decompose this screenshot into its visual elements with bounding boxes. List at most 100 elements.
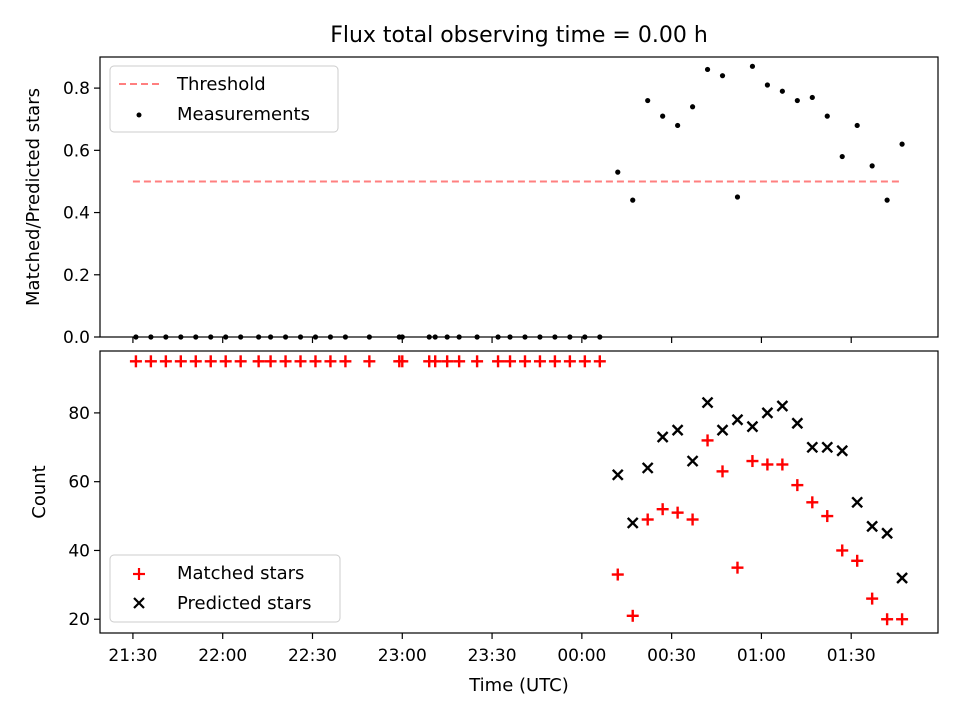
- predicted-star-point: [761, 407, 774, 419]
- matched-star-point: [656, 503, 669, 516]
- chart-title: Flux total observing time = 0.00 h: [330, 23, 708, 48]
- predicted-star-point: [821, 441, 834, 454]
- legend-predicted-swatch: [133, 597, 145, 609]
- y-tick-label: 0.6: [63, 141, 90, 161]
- predicted-star-point: [641, 462, 654, 474]
- predicted-star-point: [611, 468, 624, 481]
- matched-star-point: [396, 355, 409, 368]
- matched-star-point: [866, 592, 879, 605]
- matched-star-point: [204, 355, 217, 368]
- bottom-legend: Matched stars Predicted stars: [109, 554, 341, 623]
- matched-star-point: [731, 561, 744, 574]
- matched-star-point: [471, 355, 484, 368]
- matched-star-point: [504, 355, 517, 368]
- measurement-point: [824, 113, 830, 119]
- matched-star-point: [593, 355, 606, 368]
- top-axes-frame: [99, 56, 939, 338]
- matched-star-point: [548, 355, 561, 368]
- x-tick-label: 22:30: [288, 646, 337, 666]
- matched-star-point: [492, 355, 505, 368]
- measurement-point: [645, 97, 651, 104]
- y-tick-label: 60: [68, 473, 90, 493]
- measurement-point: [615, 169, 621, 175]
- x-tick-label: 00:30: [647, 646, 696, 666]
- predicted-star-point: [731, 413, 744, 426]
- matched-star-point: [324, 355, 337, 368]
- y-tick-label: 80: [68, 404, 90, 424]
- matched-star-point: [144, 355, 157, 368]
- top-y-axis-label: Matched/Predicted stars: [23, 88, 44, 306]
- measurement-point: [779, 88, 785, 94]
- x-tick-label: 23:00: [378, 646, 427, 666]
- matched-star-point: [821, 510, 834, 523]
- predicted-star-point: [701, 396, 714, 409]
- measurement-point: [719, 73, 726, 79]
- measurement-point: [794, 97, 800, 104]
- measurement-point: [749, 63, 756, 69]
- measurement-point: [704, 66, 711, 73]
- matched-star-point: [279, 355, 292, 368]
- x-tick-label: 01:30: [827, 646, 876, 666]
- legend-matched-swatch: [133, 568, 145, 580]
- predicted-star-point: [716, 424, 729, 436]
- matched-star-point: [671, 506, 684, 519]
- y-tick-label: 40: [68, 541, 90, 561]
- matched-star-point: [563, 355, 576, 368]
- y-tick-label: 0.0: [63, 328, 90, 348]
- matched-star-point: [518, 355, 531, 368]
- measurement-point: [630, 197, 636, 203]
- matched-star-point: [453, 355, 466, 368]
- y-tick-label: 0.8: [63, 79, 90, 99]
- legend-predicted-label: Predicted stars: [177, 593, 311, 614]
- predicted-star-point: [686, 455, 699, 467]
- matched-star-point: [686, 513, 699, 526]
- legend-measurements-label: Measurements: [177, 104, 310, 125]
- matched-star-point: [129, 355, 142, 368]
- matched-star-point: [896, 613, 909, 626]
- matched-star-point: [626, 609, 639, 622]
- predicted-star-point: [851, 496, 864, 509]
- x-tick-label: 00:00: [557, 646, 606, 666]
- measurement-point: [660, 113, 666, 119]
- predicted-star-point: [866, 520, 879, 533]
- matched-star-point: [761, 458, 774, 471]
- x-tick-label: 21:30: [108, 646, 157, 666]
- matched-star-point: [174, 355, 187, 368]
- matched-star-point: [851, 554, 864, 567]
- y-tick-label: 20: [68, 610, 90, 630]
- bottom-panel: 20 40 60 80 21:30 22:00 22:30 23:00 23:30 00:00 00…: [29, 350, 939, 696]
- matched-star-point: [294, 355, 307, 368]
- predicted-star-point: [806, 441, 819, 454]
- measurement-point: [734, 194, 741, 200]
- measurement-point: [854, 122, 860, 129]
- matched-star-point: [791, 479, 804, 492]
- predicted-star-point: [776, 400, 789, 412]
- matched-star-point: [533, 355, 546, 368]
- matched-star-point: [363, 355, 376, 368]
- top-panel: 0.00.20.40.60.8 Matched/Predicted stars …: [23, 56, 939, 348]
- matched-star-point: [441, 355, 454, 368]
- matched-star-point: [309, 355, 322, 368]
- matched-star-point: [806, 496, 819, 509]
- x-tick-label: 23:30: [468, 646, 517, 666]
- matched-star-point: [881, 613, 894, 626]
- predicted-star-point: [626, 517, 639, 529]
- matched-star-point: [776, 458, 789, 471]
- legend-matched-label: Matched stars: [177, 563, 304, 584]
- predicted-star-point: [881, 527, 893, 540]
- y-tick-label: 0.4: [63, 204, 90, 224]
- matched-star-point: [189, 355, 202, 368]
- matched-star-point: [339, 355, 352, 368]
- matched-star-point: [716, 465, 729, 478]
- matched-star-point: [641, 513, 654, 526]
- legend-threshold-label: Threshold: [176, 74, 266, 95]
- predicted-star-point: [656, 431, 669, 443]
- legend-measurements-swatch: [136, 112, 142, 118]
- x-tick-label: 22:00: [198, 646, 247, 666]
- matched-star-point: [746, 455, 759, 468]
- matched-star-point: [836, 544, 849, 557]
- matched-star-point: [701, 434, 714, 447]
- matched-star-point: [234, 355, 247, 368]
- x-axis-label: Time (UTC): [468, 675, 569, 696]
